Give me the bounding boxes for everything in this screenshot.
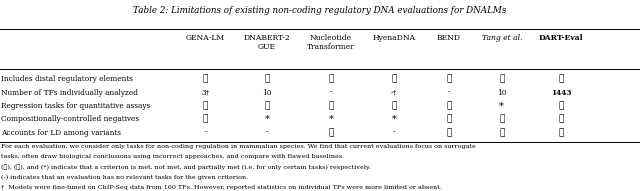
Text: HyenaDNA: HyenaDNA <box>372 34 415 42</box>
Text: 1443: 1443 <box>550 89 572 97</box>
Text: -: - <box>266 129 268 137</box>
Text: DART-Eval: DART-Eval <box>539 34 583 42</box>
Text: Includes distal regulatory elements: Includes distal regulatory elements <box>1 75 133 83</box>
Text: ✓: ✓ <box>558 101 564 110</box>
Text: ✗: ✗ <box>446 101 452 110</box>
Text: Tang et al.: Tang et al. <box>481 34 522 42</box>
Text: -: - <box>448 89 450 97</box>
Text: -: - <box>393 129 395 137</box>
Text: ✓: ✓ <box>558 128 564 137</box>
Text: Accounts for LD among variants: Accounts for LD among variants <box>1 129 122 137</box>
Text: Nucleotide
Transformer: Nucleotide Transformer <box>307 34 355 51</box>
Text: GENA-LM: GENA-LM <box>186 34 225 42</box>
Text: tasks, often draw biological conclusions using incorrect approaches, and compare: tasks, often draw biological conclusions… <box>1 154 344 159</box>
Text: Compositionally-controlled negatives: Compositionally-controlled negatives <box>1 115 140 123</box>
Text: 10: 10 <box>497 89 506 97</box>
Text: (✗), (✓), and (*) indicate that a criterion is met, not met, and partially met (: (✗), (✓), and (*) indicate that a criter… <box>1 164 371 170</box>
Text: *: * <box>328 115 333 124</box>
Text: ✗: ✗ <box>499 115 504 124</box>
Text: ✓: ✓ <box>328 75 333 84</box>
Text: *: * <box>499 101 504 110</box>
Text: ✓: ✓ <box>264 75 269 84</box>
Text: ✓: ✓ <box>558 75 564 84</box>
Text: ✗: ✗ <box>391 101 397 110</box>
Text: -†: -† <box>391 89 397 97</box>
Text: ✗: ✗ <box>446 115 452 124</box>
Text: Regression tasks for quantitative assays: Regression tasks for quantitative assays <box>1 102 150 110</box>
Text: ✓: ✓ <box>391 75 397 84</box>
Text: For each evaluation, we consider only tasks for non-coding regulation in mammali: For each evaluation, we consider only ta… <box>1 144 476 149</box>
Text: ✗: ✗ <box>264 101 269 110</box>
Text: ✓: ✓ <box>203 115 208 124</box>
Text: ✓: ✓ <box>558 115 564 124</box>
Text: ✗: ✗ <box>328 128 333 137</box>
Text: ✗: ✗ <box>446 128 452 137</box>
Text: *: * <box>264 115 269 124</box>
Text: Number of TFs individually analyzed: Number of TFs individually analyzed <box>1 89 138 97</box>
Text: ✗: ✗ <box>328 101 333 110</box>
Text: *: * <box>392 115 396 124</box>
Text: -: - <box>204 129 207 137</box>
Text: †  Models were fine-tuned on ChIP-Seq data from 160 TFs. However, reported stati: † Models were fine-tuned on ChIP-Seq dat… <box>1 185 442 190</box>
Text: (-) indicates that an evaluation has no relevant tasks for the given criterion.: (-) indicates that an evaluation has no … <box>1 174 248 180</box>
Text: ✗: ✗ <box>203 101 208 110</box>
Text: ✓: ✓ <box>499 75 504 84</box>
Text: 3†: 3† <box>201 89 210 97</box>
Text: ✓: ✓ <box>446 75 452 84</box>
Text: ✗: ✗ <box>203 75 208 84</box>
Text: Table 2: Limitations of existing non-coding regulatory DNA evaluations for DNALM: Table 2: Limitations of existing non-cod… <box>133 6 507 15</box>
Text: BEND: BEND <box>437 34 461 42</box>
Text: DNABERT-2
GUE: DNABERT-2 GUE <box>243 34 291 51</box>
Text: 10: 10 <box>262 89 271 97</box>
Text: ✓: ✓ <box>499 128 504 137</box>
Text: -: - <box>330 89 332 97</box>
